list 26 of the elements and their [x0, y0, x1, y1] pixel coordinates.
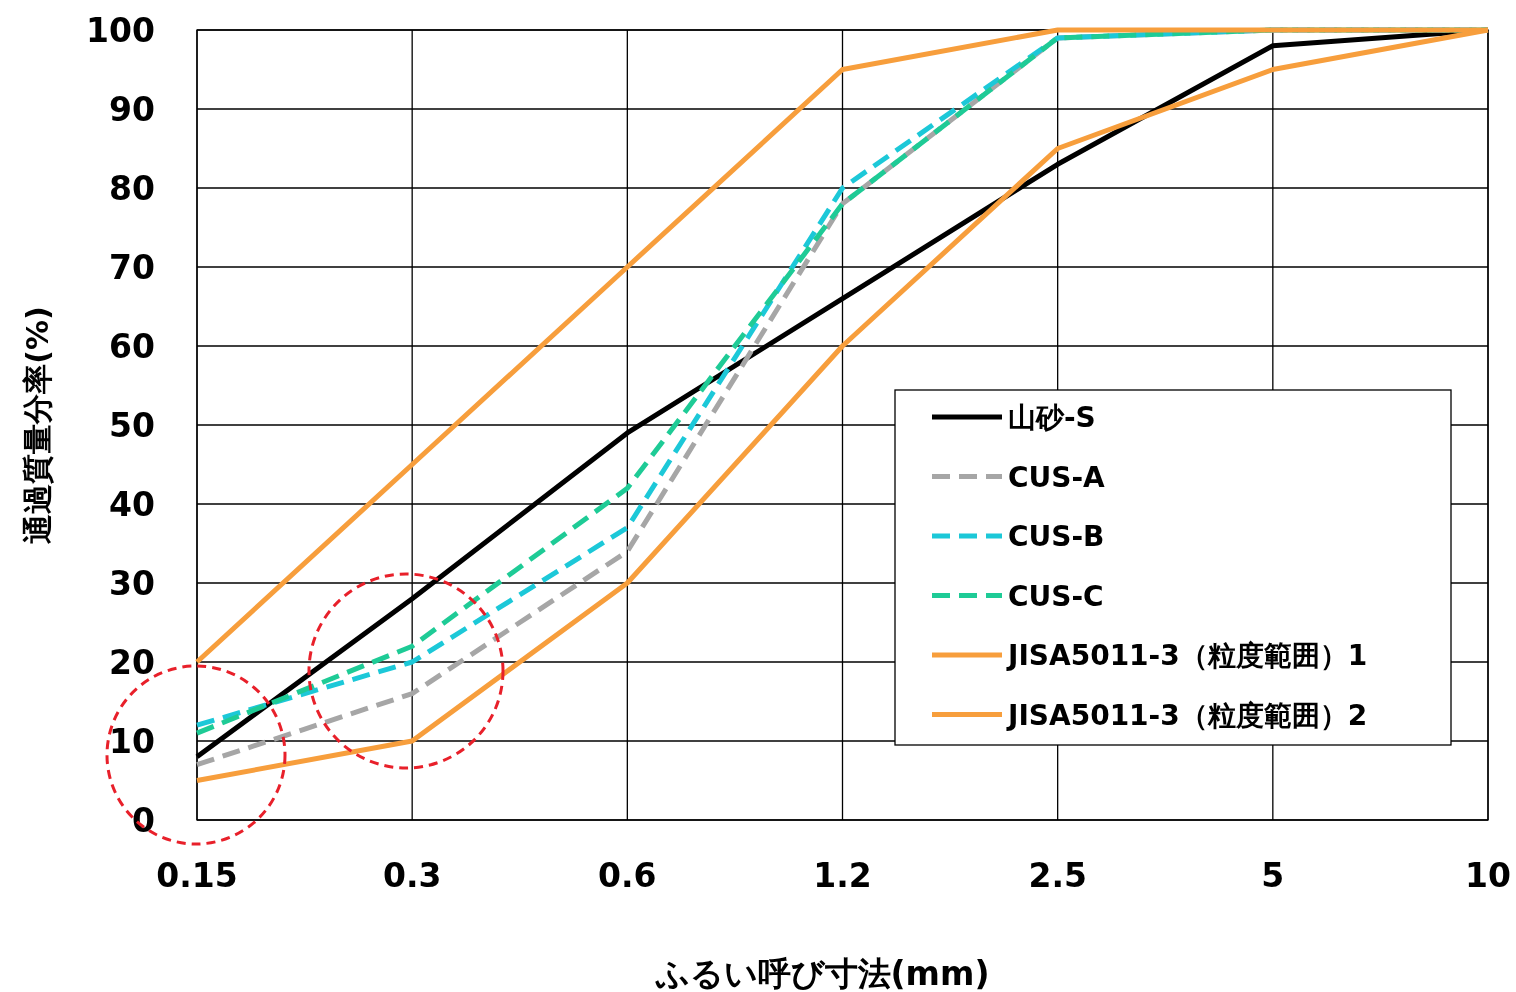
- y-tick-label: 60: [109, 327, 155, 366]
- x-tick-label: 0.3: [382, 856, 442, 895]
- x-tick-label: 0.6: [598, 856, 657, 895]
- y-tick-label: 90: [109, 90, 155, 129]
- y-tick-label: 10: [109, 722, 155, 761]
- x-tick-label: 0.15: [156, 856, 238, 895]
- x-tick-label: 2.5: [1028, 856, 1087, 895]
- y-tick-label: 30: [109, 564, 155, 603]
- legend-label: JISA5011-3（粒度範囲）2: [1006, 698, 1368, 732]
- y-tick-label: 70: [109, 248, 155, 287]
- legend-label: CUS-B: [1008, 520, 1105, 553]
- y-tick-label: 20: [109, 643, 155, 682]
- y-axis-title: 通過質量分率(%): [20, 306, 55, 544]
- legend-label: CUS-C: [1008, 579, 1104, 613]
- x-tick-label: 5: [1261, 856, 1285, 895]
- x-tick-label: 1.2: [813, 856, 872, 895]
- legend-label: 山砂-S: [1008, 401, 1096, 434]
- legend-label: JISA5011-3（粒度範囲）1: [1006, 639, 1368, 672]
- legend-label: CUS-A: [1008, 460, 1106, 494]
- x-axis-title: ふるい呼び寸法(mm): [654, 954, 990, 992]
- y-tick-label: 100: [86, 11, 155, 50]
- y-tick-label: 40: [109, 485, 155, 524]
- x-tick-label: 10: [1465, 856, 1511, 895]
- y-tick-label: 50: [109, 406, 155, 445]
- y-tick-label: 0: [132, 801, 155, 840]
- y-tick-label: 80: [109, 169, 155, 208]
